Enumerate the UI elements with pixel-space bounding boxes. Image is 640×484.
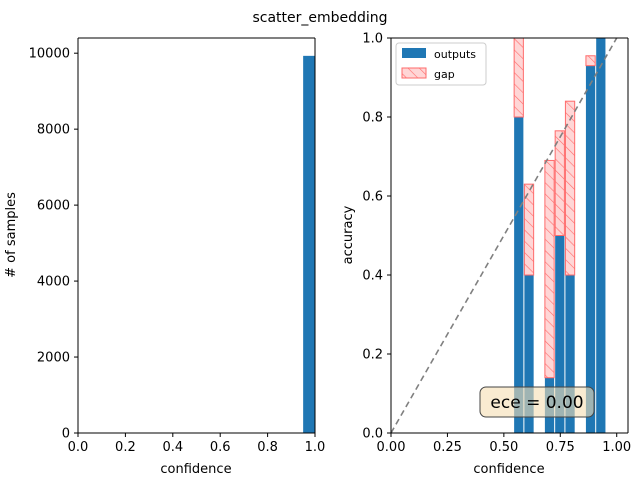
right-y-tick-label: 0.4 xyxy=(362,269,383,284)
legend-swatch-outputs xyxy=(402,48,426,58)
right-y-ticks: 0.0 0.2 0.4 0.6 0.8 1.0 xyxy=(362,32,391,442)
gap-bar xyxy=(585,55,596,67)
right-y-tick-label: 0.0 xyxy=(362,427,383,442)
right-y-tick-label: 1.0 xyxy=(362,32,383,47)
left-x-tick-label: 0.0 xyxy=(68,440,89,455)
left-y-tick-label: 4000 xyxy=(37,275,70,290)
left-y-tick-label: 0 xyxy=(62,427,70,442)
right-x-tick-label: 0.00 xyxy=(377,440,406,455)
outputs-bar xyxy=(555,235,565,433)
legend-swatch-gap xyxy=(401,67,427,79)
reliability-chart: 0.00 0.25 0.50 0.75 1.00 0.00.20.40.60.81.0 … xyxy=(341,32,631,478)
left-y-tick-label: 10000 xyxy=(29,47,70,62)
outputs-bar xyxy=(585,65,596,434)
legend-label-gap: gap xyxy=(434,68,455,81)
left-x-label: confidence xyxy=(160,462,231,477)
right-x-tick-label: 0.25 xyxy=(433,440,462,455)
right-x-label: confidence xyxy=(473,462,544,477)
left-y-label: # of samples xyxy=(4,192,19,278)
left-y-ticks: 0 2000 4000 6000 8000 10000 xyxy=(29,47,78,442)
figure-title: scatter_embedding xyxy=(252,10,387,26)
ece-text: ece = 0.00 xyxy=(490,393,583,413)
gap-bar xyxy=(564,100,576,276)
left-y-tick-label: 8000 xyxy=(37,123,70,138)
right-y-tick-label: 0.2 xyxy=(362,348,383,363)
perfect-calibration-line xyxy=(390,37,618,434)
right-x-tick-label: 1.00 xyxy=(602,440,631,455)
histogram-bar xyxy=(303,55,315,434)
right-x-ticks: 0.00 0.25 0.50 0.75 1.00 xyxy=(377,433,631,455)
ece-box xyxy=(479,386,595,418)
left-x-tick-label: 0.8 xyxy=(257,440,278,455)
right-y-tick-label: 0.8 xyxy=(362,111,383,126)
legend: outputs gap xyxy=(395,42,487,86)
right-x-tick-label: 0.50 xyxy=(489,440,518,455)
right-x-tick-label: 0.75 xyxy=(546,440,575,455)
outputs-bar xyxy=(565,275,575,433)
right-y-label: accuracy xyxy=(341,205,356,264)
left-x-tick-label: 0.6 xyxy=(210,440,231,455)
gap-bar xyxy=(554,130,565,236)
histogram-chart: 0.0 0.2 0.4 0.6 0.8 1.0 0 2000 4000 6000 8000 1000… xyxy=(4,37,326,477)
left-x-tick-label: 0.2 xyxy=(115,440,136,455)
gap-bar xyxy=(523,183,535,276)
gap-bar xyxy=(513,37,524,118)
left-y-tick-label: 6000 xyxy=(37,199,70,214)
outputs-bar xyxy=(524,275,534,433)
ece-annotation: ece = 0.00 xyxy=(479,386,595,418)
legend-label-outputs: outputs xyxy=(434,48,476,61)
gap-bar xyxy=(544,159,555,379)
left-x-tick-label: 1.0 xyxy=(305,440,326,455)
left-y-tick-label: 2000 xyxy=(37,351,70,366)
left-x-ticks: 0.0 0.2 0.4 0.6 0.8 1.0 xyxy=(68,433,326,455)
right-y-tick-label: 0.6 xyxy=(362,190,383,205)
histogram-bars xyxy=(208,55,315,434)
left-x-tick-label: 0.4 xyxy=(162,440,183,455)
outputs-bar xyxy=(514,117,524,433)
reliability-bars xyxy=(513,37,606,434)
outputs-bar xyxy=(596,38,606,433)
